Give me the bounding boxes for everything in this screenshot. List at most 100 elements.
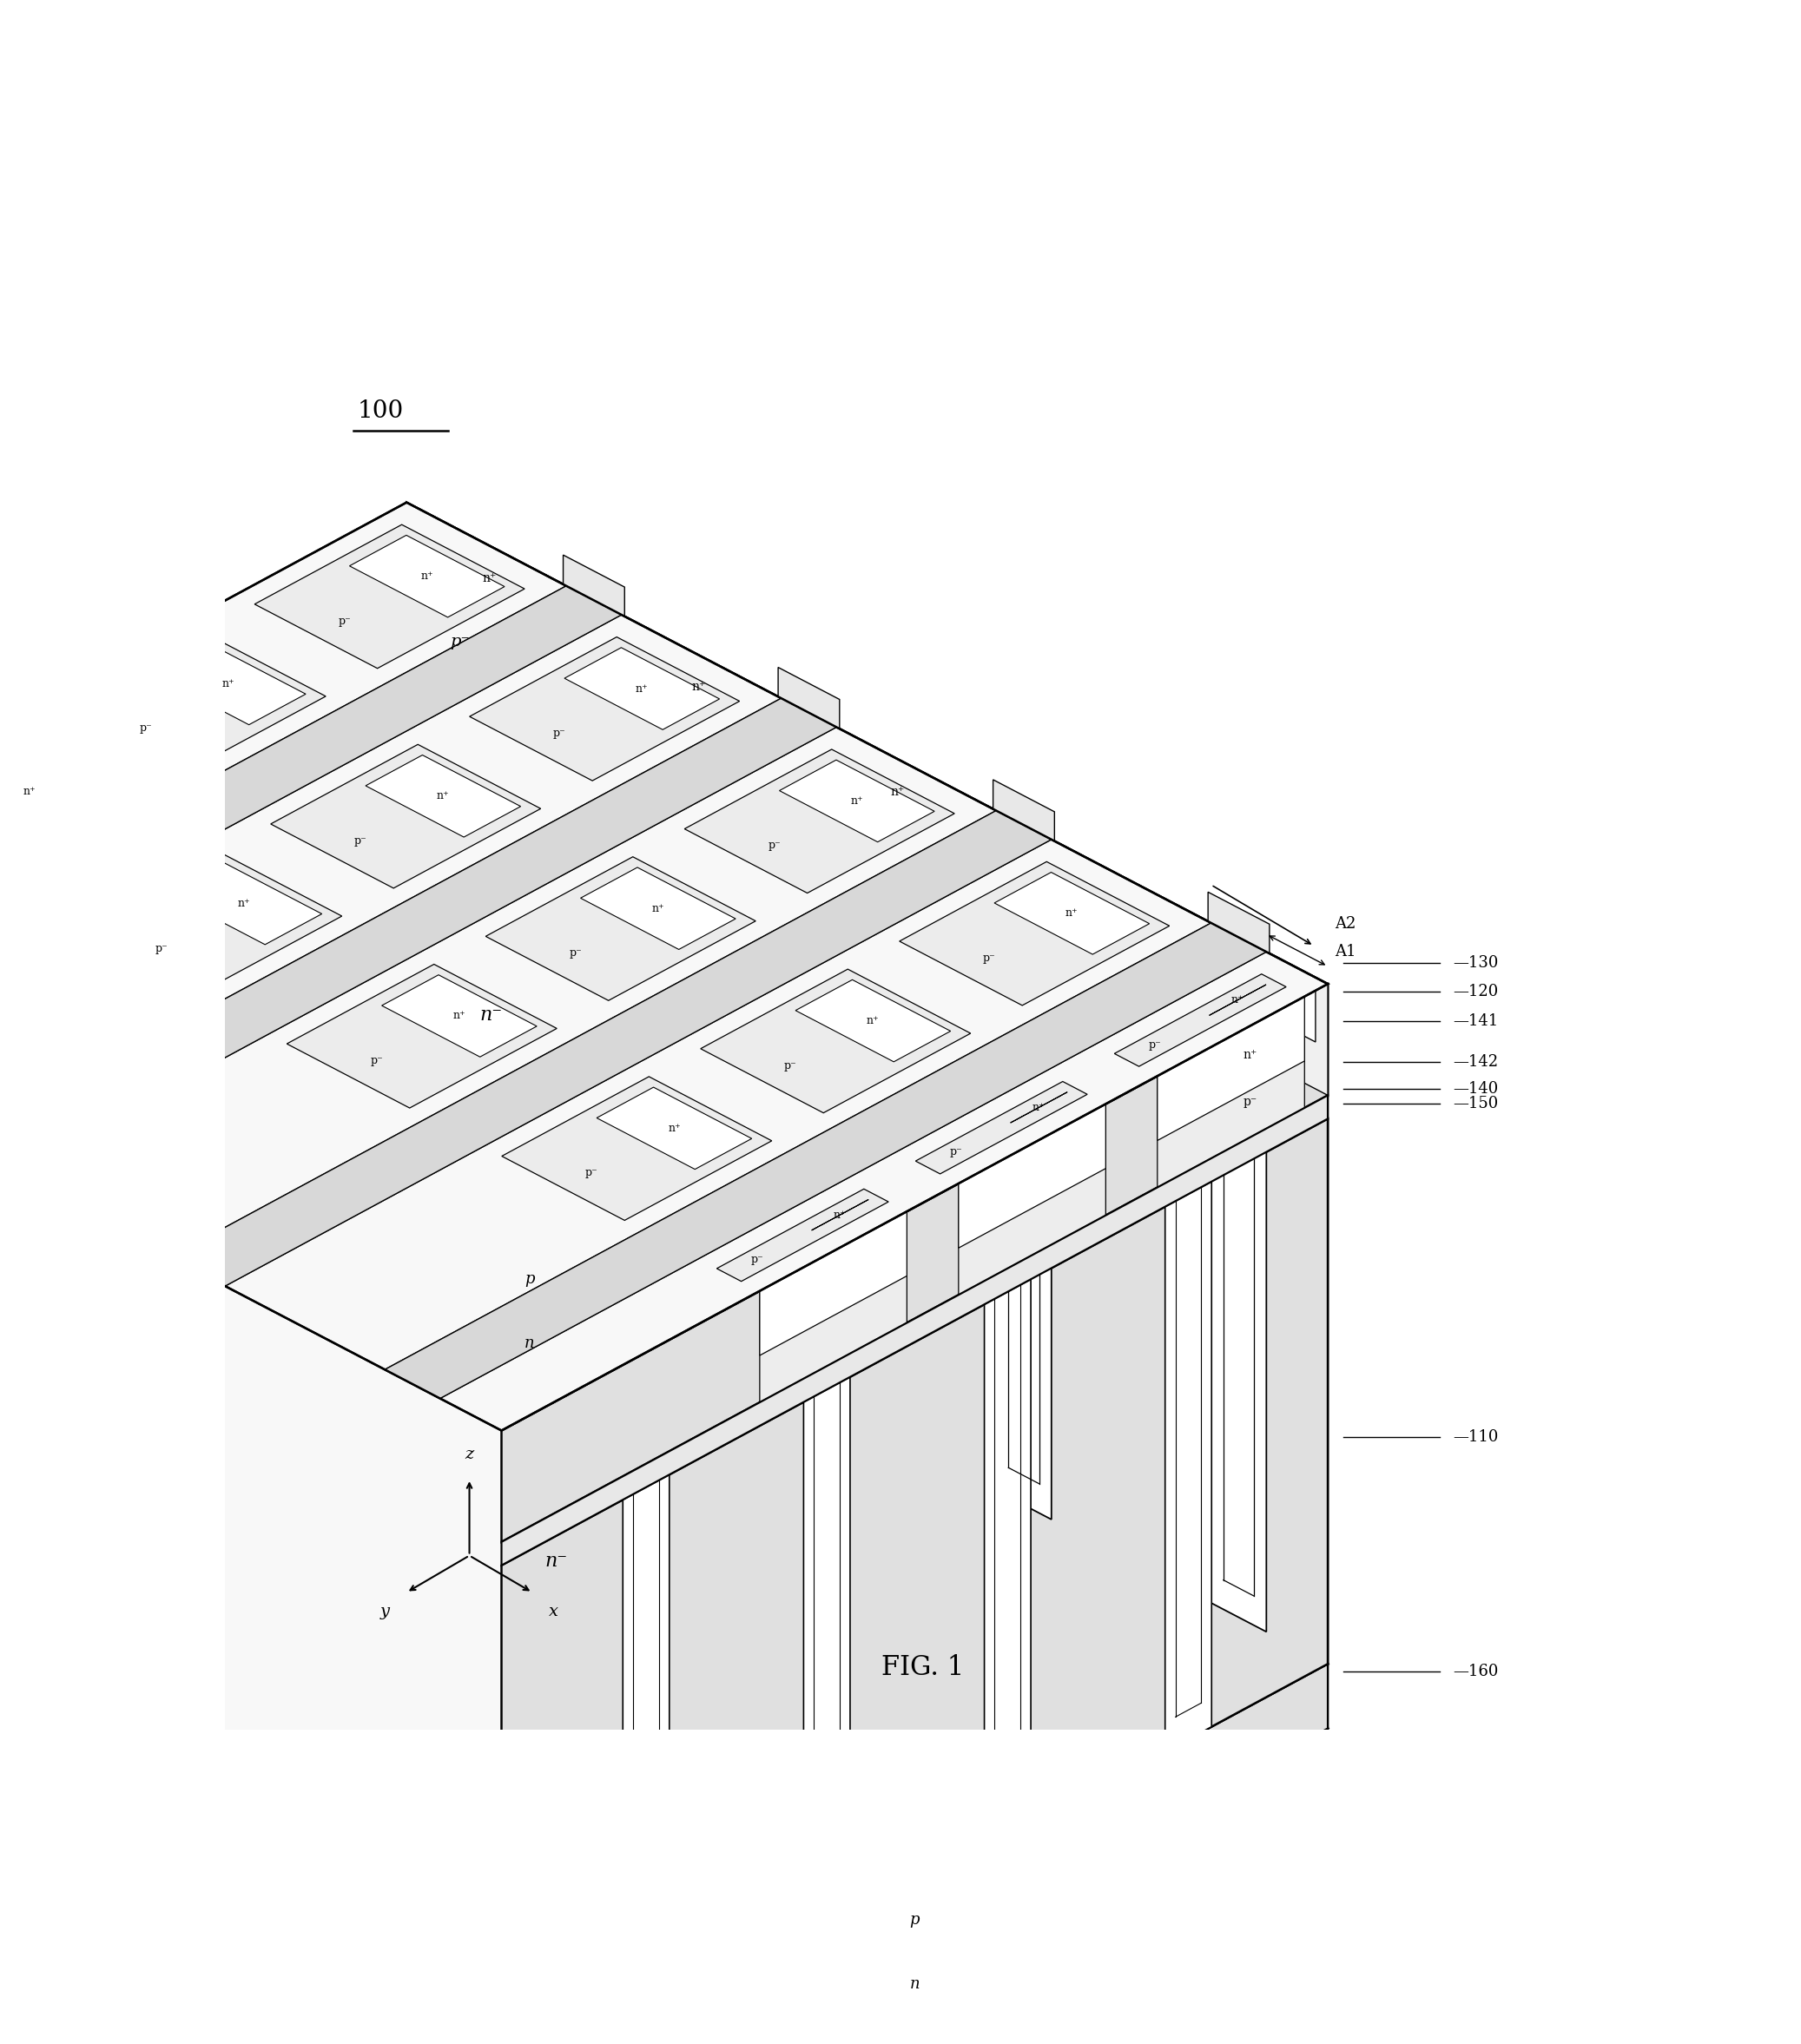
Polygon shape (382, 975, 537, 1057)
Text: n⁺: n⁺ (23, 785, 36, 797)
Text: n⁺: n⁺ (483, 572, 497, 585)
Polygon shape (366, 754, 520, 838)
Polygon shape (684, 750, 955, 893)
Polygon shape (1115, 975, 1286, 1067)
Text: n⁺: n⁺ (1243, 1049, 1257, 1061)
Polygon shape (1010, 1091, 1068, 1122)
Polygon shape (760, 1212, 908, 1402)
Polygon shape (566, 722, 621, 1294)
Text: —142: —142 (1453, 1055, 1498, 1071)
Text: x: x (549, 1605, 558, 1619)
Polygon shape (623, 1474, 670, 2044)
Polygon shape (56, 632, 326, 777)
Text: —130: —130 (1453, 955, 1498, 971)
Text: A1: A1 (1335, 944, 1356, 959)
Polygon shape (407, 613, 1327, 1118)
Text: n⁺: n⁺ (452, 1010, 466, 1022)
Text: n⁺: n⁺ (421, 570, 434, 583)
Polygon shape (470, 638, 740, 781)
Polygon shape (564, 648, 720, 730)
Polygon shape (580, 867, 735, 950)
Text: p⁻: p⁻ (585, 1167, 598, 1179)
Polygon shape (151, 642, 306, 726)
Polygon shape (0, 503, 1327, 1431)
Polygon shape (0, 699, 836, 1173)
Text: p⁻: p⁻ (751, 1253, 764, 1265)
Text: p: p (910, 1911, 920, 1927)
Polygon shape (0, 750, 106, 832)
Polygon shape (782, 834, 836, 1406)
Polygon shape (407, 1247, 1327, 1793)
Text: n⁺: n⁺ (1032, 1102, 1045, 1114)
Polygon shape (992, 779, 1055, 840)
Polygon shape (0, 587, 621, 1061)
Text: n⁺: n⁺ (1066, 908, 1079, 920)
Polygon shape (1165, 1181, 1212, 1752)
Text: 100: 100 (358, 399, 403, 423)
Text: y: y (380, 1605, 389, 1619)
Text: p⁻: p⁻ (569, 948, 582, 959)
Polygon shape (760, 1212, 908, 1355)
Polygon shape (407, 638, 1327, 1664)
Polygon shape (1208, 891, 1270, 953)
Polygon shape (0, 1181, 1327, 2044)
Text: p⁻: p⁻ (1149, 1038, 1162, 1051)
Text: A2: A2 (1335, 916, 1356, 932)
Text: n⁻: n⁻ (544, 1551, 567, 1570)
Polygon shape (848, 734, 983, 869)
Polygon shape (407, 503, 566, 697)
Text: n⁻: n⁻ (479, 1006, 502, 1024)
Text: p⁻: p⁻ (371, 1055, 384, 1067)
Text: n⁺: n⁺ (438, 791, 450, 801)
Polygon shape (0, 699, 836, 1173)
Polygon shape (564, 556, 625, 617)
Text: p⁻: p⁻ (139, 724, 151, 734)
Text: —160: —160 (1453, 1664, 1498, 1680)
Polygon shape (915, 1081, 1088, 1173)
Polygon shape (385, 924, 1266, 1398)
Polygon shape (501, 1664, 1327, 2044)
Text: n: n (524, 1335, 535, 1351)
Polygon shape (1210, 1057, 1266, 1631)
Text: FIG. 1: FIG. 1 (882, 1654, 964, 1680)
Text: p⁻: p⁻ (339, 615, 351, 628)
Polygon shape (1279, 959, 1315, 1042)
Text: p⁻: p⁻ (949, 1147, 964, 1157)
Polygon shape (803, 1378, 850, 1948)
Text: n⁺: n⁺ (238, 897, 250, 910)
Text: n⁺: n⁺ (850, 795, 863, 807)
Polygon shape (72, 852, 342, 995)
Polygon shape (349, 536, 504, 617)
Polygon shape (486, 856, 756, 1002)
Text: n⁺: n⁺ (1232, 993, 1244, 1006)
Polygon shape (701, 969, 971, 1112)
Polygon shape (420, 509, 555, 644)
Polygon shape (958, 1104, 1106, 1249)
Polygon shape (169, 811, 1052, 1286)
Polygon shape (501, 1118, 1327, 2044)
Text: n: n (910, 1977, 920, 1991)
Text: p⁻: p⁻ (783, 1059, 796, 1071)
Text: p⁻: p⁻ (450, 634, 470, 650)
Text: —120: —120 (1453, 983, 1498, 1000)
Text: n⁺: n⁺ (866, 1016, 879, 1026)
Text: p⁻: p⁻ (355, 836, 367, 846)
Text: p: p (524, 1271, 535, 1286)
Polygon shape (780, 760, 935, 842)
Polygon shape (996, 946, 1052, 1519)
Polygon shape (1064, 846, 1199, 981)
Polygon shape (0, 587, 621, 1061)
Text: n⁺: n⁺ (636, 683, 648, 695)
Polygon shape (0, 1247, 1327, 2044)
Polygon shape (812, 1200, 868, 1230)
Text: n⁺: n⁺ (834, 1210, 846, 1220)
Text: p⁻: p⁻ (1243, 1096, 1257, 1108)
Polygon shape (1158, 997, 1304, 1141)
Polygon shape (270, 744, 540, 889)
Polygon shape (634, 621, 769, 756)
Polygon shape (501, 983, 1327, 1541)
Text: p⁻: p⁻ (767, 840, 780, 850)
Text: —141: —141 (1453, 1014, 1498, 1028)
Polygon shape (1052, 840, 1210, 1034)
Polygon shape (985, 1280, 1030, 1850)
